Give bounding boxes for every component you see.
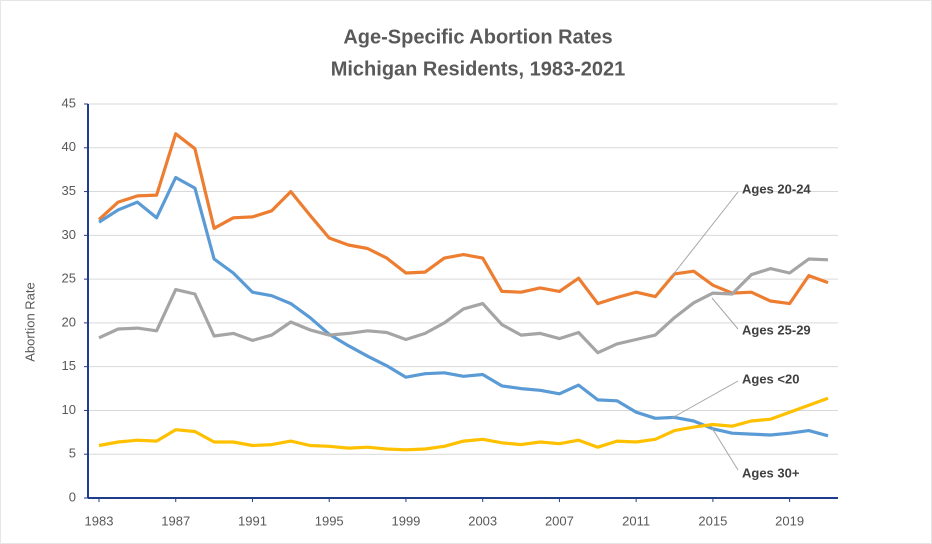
y-tick-label: 5 xyxy=(69,446,76,461)
y-tick-label: 20 xyxy=(62,314,76,329)
x-tick-label: 1987 xyxy=(161,513,190,528)
leader-line xyxy=(711,427,739,471)
leader-line xyxy=(671,191,739,277)
series-label: Ages <20 xyxy=(742,371,799,386)
x-tick-label: 1999 xyxy=(391,513,420,528)
plot-area: 0 5 10 15 20 25 30 35 40 45 1983 1987 1991 1995 1999 20… xyxy=(62,95,838,528)
series-label: Ages 20-24 xyxy=(742,181,811,196)
chart-title: Age-Specific Abortion Rates xyxy=(343,26,612,48)
y-tick-label: 0 xyxy=(69,489,76,504)
chart-subtitle: Michigan Residents, 1983-2021 xyxy=(331,58,626,80)
x-tick-label: 1995 xyxy=(315,513,344,528)
x-tick-label: 2015 xyxy=(698,513,727,528)
y-tick-label: 30 xyxy=(62,227,76,242)
y-tick-label: 40 xyxy=(62,139,76,154)
x-tick-label: 2019 xyxy=(775,513,804,528)
x-tick-label: 2007 xyxy=(545,513,574,528)
x-tick-label: 1991 xyxy=(238,513,267,528)
y-tick-label: 45 xyxy=(62,95,76,110)
leader-line xyxy=(671,380,739,419)
series-line xyxy=(97,132,829,306)
y-axis-title: Abortion Rate xyxy=(22,282,37,362)
y-tick-label: 25 xyxy=(62,271,76,286)
x-tick-label: 2011 xyxy=(622,513,650,528)
series-label: Ages 30+ xyxy=(742,465,800,480)
y-tick-label: 35 xyxy=(62,183,76,198)
y-tick-label: 10 xyxy=(62,402,76,417)
x-tick-label: 1983 xyxy=(85,513,114,528)
series-line xyxy=(98,257,829,355)
series-label: Ages 25-29 xyxy=(742,322,811,337)
y-tick-label: 15 xyxy=(62,358,76,373)
series-line xyxy=(98,396,829,452)
x-tick-label: 2003 xyxy=(468,513,497,528)
leader-line xyxy=(711,297,739,330)
